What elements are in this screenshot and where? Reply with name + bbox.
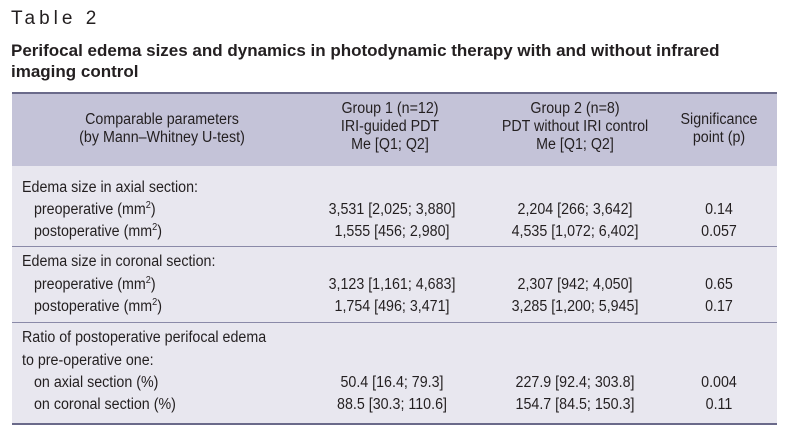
header-parameters: Comparable parameters (by Mann–Whitney U… [61, 111, 263, 147]
row-label: postoperative (mm2) [34, 221, 162, 240]
group1-value: 1,555 [456; 2,980] [334, 223, 450, 240]
table-label: Table 2 [11, 8, 101, 29]
group2-value: 4,535 [1,072; 6,402] [511, 223, 639, 240]
header-significance-line2: point (p) [692, 129, 746, 146]
header-group2-line1: Group 2 (n=8) [530, 100, 620, 117]
header-parameters-line1: Comparable parameters [85, 111, 239, 128]
p-value: 0.11 [705, 396, 733, 413]
p-value: 0.057 [701, 223, 737, 240]
header-group1-line2: IRI-guided PDT [340, 118, 440, 135]
section-title: Edema size in axial section: [22, 179, 198, 196]
section-title: Edema size in coronal section: [22, 253, 216, 270]
group2-value: 2,307 [942; 4,050] [517, 276, 633, 293]
p-value: 0.004 [701, 374, 737, 391]
table-caption: Perifocal edema sizes and dynamics in ph… [11, 41, 720, 81]
header-group1-line3: Me [Q1; Q2] [351, 136, 429, 153]
row-label: on axial section (%) [34, 374, 159, 391]
group2-value: 154.7 [84.5; 150.3] [515, 396, 635, 413]
header-group1: Group 1 (n=12) IRI-guided PDT Me [Q1; Q2… [307, 100, 473, 154]
section-divider [12, 322, 777, 323]
header-group2-line2: PDT without IRI control [501, 118, 649, 135]
p-value: 0.14 [705, 201, 733, 218]
group2-value: 3,285 [1,200; 5,945] [511, 298, 639, 315]
header-parameters-line2: (by Mann–Whitney U-test) [79, 129, 245, 146]
group1-value: 88.5 [30.3; 110.6] [337, 396, 447, 413]
row-label: preoperative (mm2) [34, 199, 156, 218]
group1-value: 50.4 [16.4; 79.3] [340, 374, 444, 391]
group1-value: 3,123 [1,161; 4,683] [328, 276, 456, 293]
header-group1-line1: Group 1 (n=12) [341, 100, 439, 117]
group2-value: 2,204 [266; 3,642] [517, 201, 633, 218]
row-label: on coronal section (%) [34, 396, 176, 413]
p-value: 0.17 [705, 298, 733, 315]
section-title-line2: to pre-operative one: [22, 352, 154, 369]
group1-value: 1,754 [496; 3,471] [334, 298, 450, 315]
p-value: 0.65 [705, 276, 733, 293]
data-table: Comparable parameters (by Mann–Whitney U… [12, 92, 777, 425]
row-label: preoperative (mm2) [34, 274, 156, 293]
header-group2: Group 2 (n=8) PDT without IRI control Me… [483, 100, 667, 154]
table-header: Comparable parameters (by Mann–Whitney U… [12, 94, 777, 166]
group1-value: 3,531 [2,025; 3,880] [328, 201, 456, 218]
header-significance-line1: Significance [680, 111, 758, 128]
header-significance: Significance point (p) [668, 111, 769, 147]
header-group2-line3: Me [Q1; Q2] [536, 136, 614, 153]
row-label: postoperative (mm2) [34, 296, 162, 315]
section-divider [12, 246, 777, 247]
group2-value: 227.9 [92.4; 303.8] [515, 374, 635, 391]
section-title-line1: Ratio of postoperative perifocal edema [22, 329, 267, 346]
